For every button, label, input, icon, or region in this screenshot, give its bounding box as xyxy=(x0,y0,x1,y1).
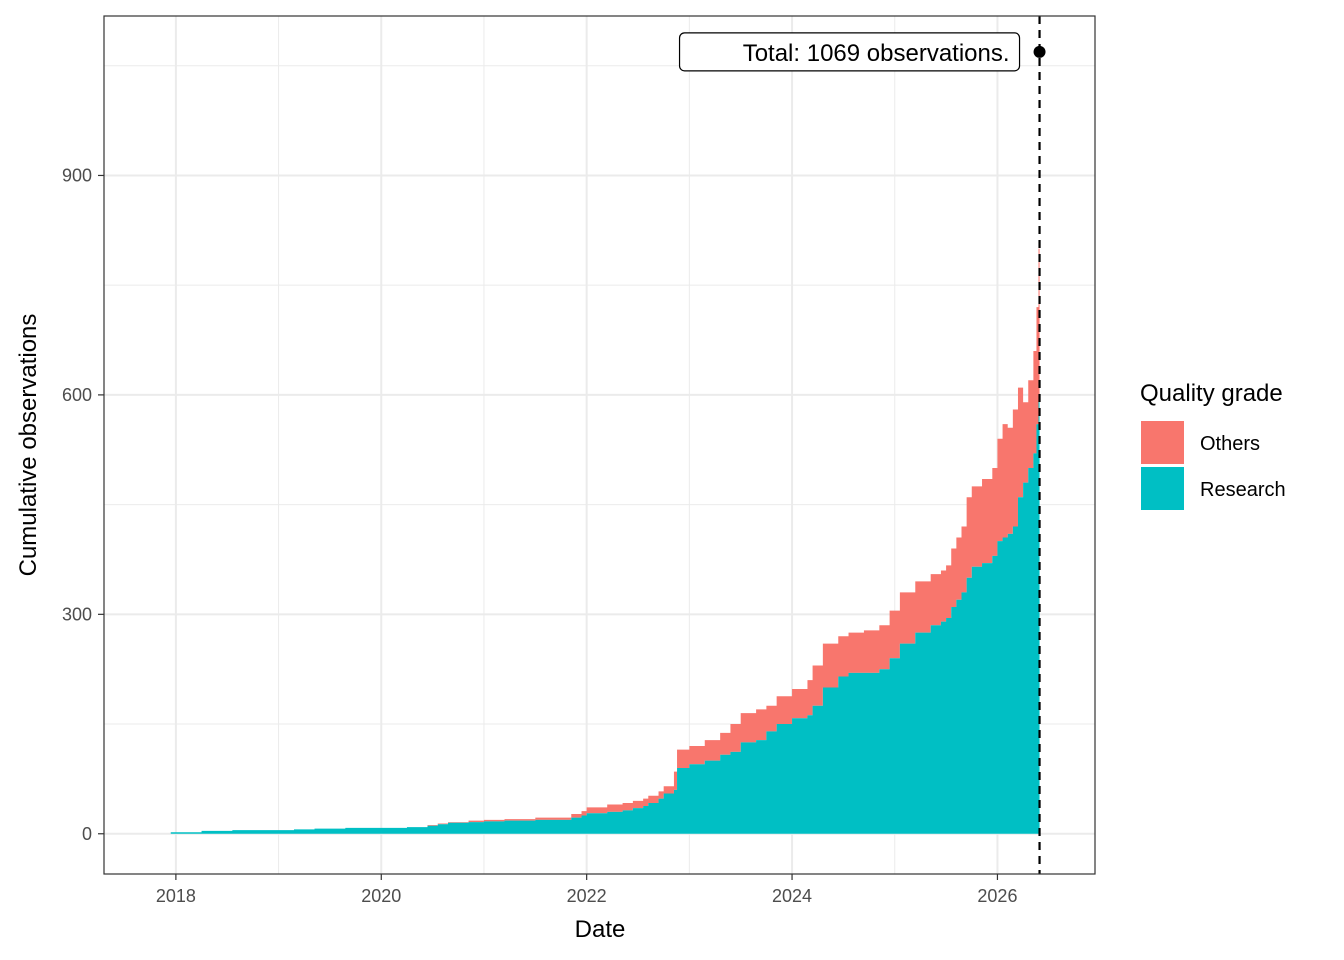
x-axis-title: Date xyxy=(575,916,626,943)
total-label: Total: 1069 observations. xyxy=(743,40,1010,67)
y-tick-label: 300 xyxy=(62,604,92,624)
legend-items: Others Research xyxy=(1141,421,1286,510)
total-point xyxy=(1033,45,1046,58)
grid-minor xyxy=(104,16,1095,874)
area-research xyxy=(139,372,1040,834)
legend-title: Quality grade xyxy=(1140,380,1283,407)
x-tick-label: 2026 xyxy=(977,886,1017,906)
y-tick-label: 0 xyxy=(82,824,92,844)
y-tick-label: 900 xyxy=(62,165,92,185)
x-tick-label: 2024 xyxy=(772,886,812,906)
legend-label-others: Others xyxy=(1200,433,1260,455)
x-axis: 2018 2020 2022 2024 2026 xyxy=(156,874,1017,906)
y-axis-title: Cumulative observations xyxy=(15,314,42,577)
total-label-box xyxy=(678,32,1021,72)
x-tick-label: 2018 xyxy=(156,886,196,906)
y-axis: 0 300 600 900 xyxy=(62,165,104,844)
plot-panel-border xyxy=(103,15,1096,875)
legend-swatch-research xyxy=(1141,467,1184,510)
x-tick-label: 2020 xyxy=(361,886,401,906)
series-areas xyxy=(139,51,1040,834)
x-tick-label: 2022 xyxy=(567,886,607,906)
legend-label-research: Research xyxy=(1200,479,1286,501)
legend-swatch-others xyxy=(1141,421,1184,464)
annotation-layer: Total: 1069 observations. xyxy=(678,16,1046,874)
legend: Quality grade Others Research xyxy=(1140,380,1286,510)
y-tick-label: 600 xyxy=(62,385,92,405)
